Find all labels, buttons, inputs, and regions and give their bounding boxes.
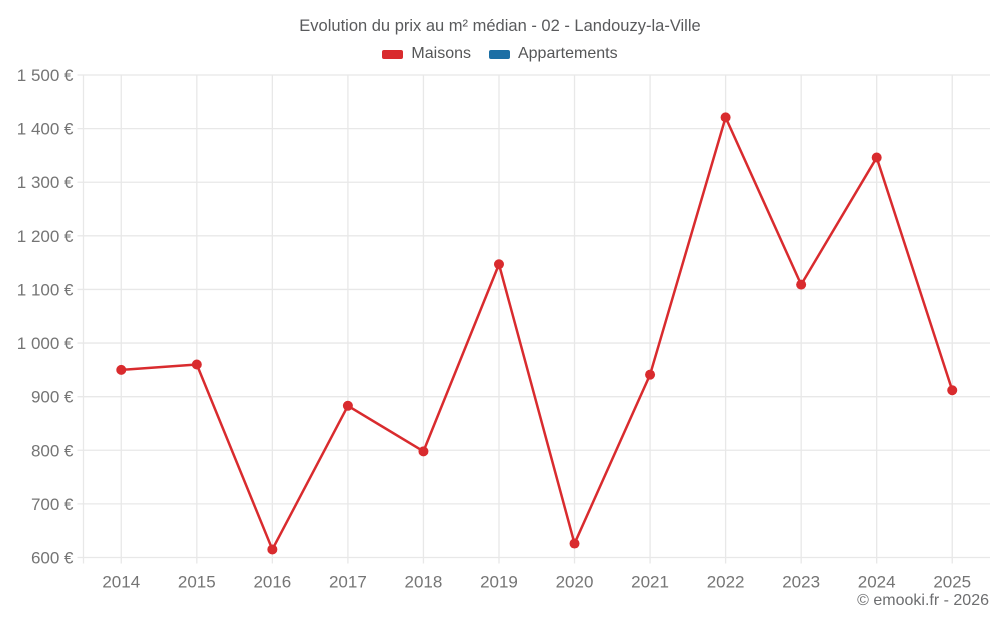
data-point-maisons-2017[interactable] [342,400,353,411]
y-tick-label: 1 500 € [17,66,74,85]
data-point-maisons-2022[interactable] [720,112,731,123]
x-tick-label: 2018 [405,573,443,592]
chart-title: Evolution du prix au m² médian - 02 - La… [299,17,701,35]
x-tick-label: 2023 [782,573,820,592]
x-tick-label: 2020 [556,573,594,592]
x-tick-label: 2021 [631,573,669,592]
legend-label: Maisons [411,45,471,62]
x-tick-label: 2014 [102,573,140,592]
series-line-maisons [120,116,954,551]
y-tick-label: 1 300 € [17,173,74,192]
data-point-maisons-2014[interactable] [116,364,127,375]
x-tick-label: 2017 [329,573,367,592]
x-tick-label: 2015 [178,573,216,592]
copyright-text: © emooki.fr - 2026 [857,592,989,609]
data-point-maisons-2015[interactable] [191,359,202,370]
chart-legend: Maisons Appartements [0,45,1000,63]
data-point-maisons-2023[interactable] [796,279,807,290]
y-tick-label: 700 € [31,495,74,514]
x-tick-label: 2025 [933,573,971,592]
x-tick-label: 2019 [480,573,518,592]
y-tick-label: 600 € [31,549,74,568]
y-tick-label: 1 100 € [17,280,74,299]
legend-label: Appartements [517,45,618,62]
x-tick-label: 2024 [858,573,896,592]
y-tick-label: 800 € [31,441,74,460]
legend-swatch-maisons [382,49,404,59]
data-point-maisons-2018[interactable] [418,446,429,457]
data-point-maisons-2016[interactable] [267,544,278,555]
x-tick-label: 2016 [253,573,291,592]
data-point-maisons-2025[interactable] [947,385,958,396]
y-tick-label: 1 400 € [17,120,74,139]
y-tick-label: 900 € [31,388,74,407]
legend-swatch-appartements [488,49,510,59]
data-point-maisons-2019[interactable] [493,259,504,270]
x-tick-label: 2022 [707,573,745,592]
data-point-maisons-2021[interactable] [645,369,656,380]
legend-item-maisons[interactable]: Maisons [382,45,471,63]
legend-item-appartements[interactable]: Appartements [488,45,618,63]
data-point-maisons-2024[interactable] [871,152,882,163]
data-point-maisons-2020[interactable] [569,538,580,549]
y-tick-label: 1 000 € [17,334,74,353]
y-tick-label: 1 200 € [17,227,74,246]
